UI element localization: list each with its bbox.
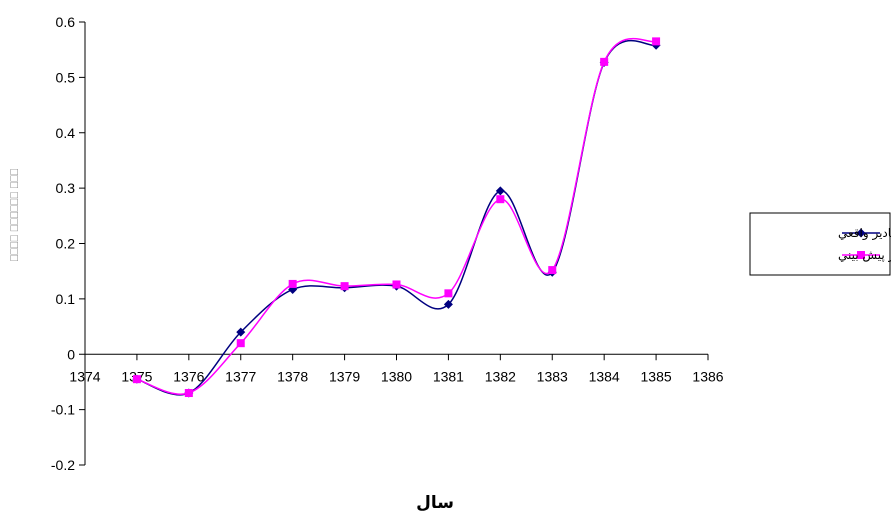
x-tick-label: 1380 xyxy=(381,368,412,384)
legend-diamond-icon xyxy=(856,228,866,238)
x-tick-label: 1377 xyxy=(225,368,256,384)
x-tick-label: 1383 xyxy=(537,368,568,384)
x-tick-label: 1386 xyxy=(692,368,723,384)
data-point-square xyxy=(600,57,609,66)
data-point-square xyxy=(548,266,557,275)
series-predicted xyxy=(132,37,661,398)
series-line xyxy=(136,39,657,396)
legend-square-icon xyxy=(857,251,865,259)
x-tick-label: 1381 xyxy=(433,368,464,384)
x-tick-label: 1378 xyxy=(277,368,308,384)
data-point-diamond xyxy=(443,299,453,309)
y-tick-label: 0.1 xyxy=(56,291,76,307)
y-tick-label: -0.2 xyxy=(51,457,75,473)
x-tick-label: 1376 xyxy=(173,368,204,384)
y-tick-label: 0.4 xyxy=(56,125,76,141)
y-tick-label: 0.3 xyxy=(56,180,76,196)
data-point-square xyxy=(444,289,453,298)
legend-item: مقادير پيش بيني xyxy=(838,248,891,263)
data-point-square xyxy=(652,37,661,46)
legend-box xyxy=(749,212,891,276)
data-point-square xyxy=(340,282,349,291)
legend-label: مقادير واقعي xyxy=(838,226,891,241)
data-point-square xyxy=(184,389,193,398)
y-axis: 0.6 0.5 0.4 0.3 0.2 0.1 0 -0.1 -0.2 xyxy=(51,14,86,473)
data-point-square xyxy=(288,279,297,288)
x-tick-label: 1384 xyxy=(589,368,620,384)
x-tick-label: 1379 xyxy=(329,368,360,384)
y-tick-label: 0.5 xyxy=(56,69,76,85)
y-tick-label: -0.1 xyxy=(51,402,75,418)
y-tick-label: 0.2 xyxy=(56,236,76,252)
data-point-square xyxy=(496,195,505,204)
y-tick-label: 0 xyxy=(67,346,75,362)
legend-item: مقادير واقعي xyxy=(838,226,891,241)
legend: مقادير واقعي مقادير پيش بيني xyxy=(749,212,891,276)
data-point-square xyxy=(236,339,245,348)
y-axis-label: ⎕⎕⎕⎕ ⎕⎕⎕⎕⎕⎕ ⎕⎕⎕ xyxy=(8,168,21,261)
data-point-diamond xyxy=(236,327,246,337)
data-point-square xyxy=(392,280,401,289)
x-axis-label: سال xyxy=(416,493,454,513)
x-tick-label: 1382 xyxy=(485,368,516,384)
y-tick-label: 0.6 xyxy=(56,14,76,30)
x-tick-label: 1374 xyxy=(69,368,100,384)
data-point-diamond xyxy=(495,186,505,196)
x-tick-label: 1385 xyxy=(641,368,672,384)
series-line xyxy=(136,37,657,395)
series-actual xyxy=(132,39,661,398)
data-point-square xyxy=(132,375,141,384)
legend-label: مقادير پيش بيني xyxy=(838,248,891,263)
plot-series xyxy=(132,37,661,398)
x-axis: 1374137513761377137813791380138113821383… xyxy=(69,353,724,384)
